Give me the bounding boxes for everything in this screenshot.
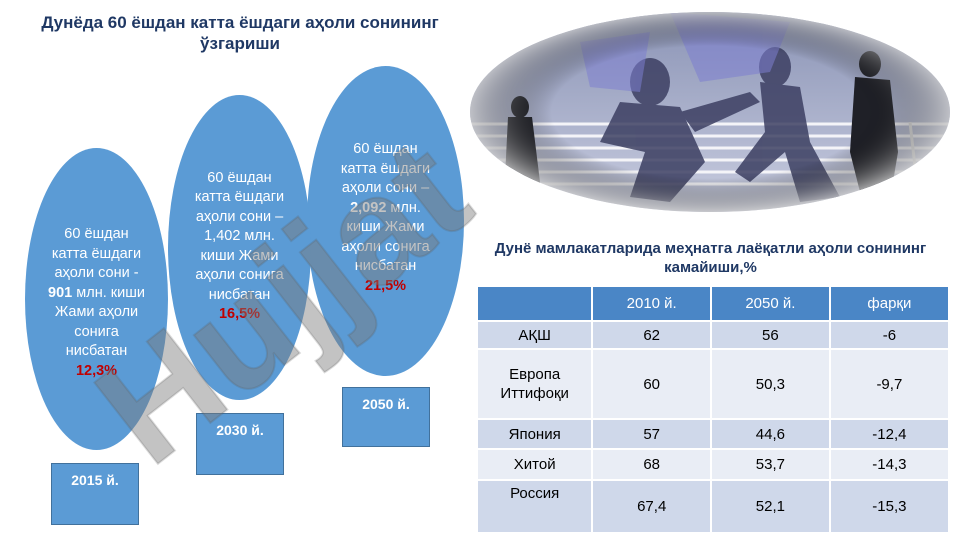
table-row: Хитой 68 53,7 -14,3 xyxy=(475,448,951,481)
oval-2050: 60 ёшдан катта ёшдаги аҳоли сони – 2,092… xyxy=(307,66,464,376)
cell-2010: 62 xyxy=(591,320,713,350)
cell-country: Европа Иттифоқи xyxy=(475,348,594,420)
header-difference: фарқи xyxy=(828,285,951,322)
oval-2050-text2: млн. киши Жами аҳоли сонига нисбатан xyxy=(341,199,430,275)
header-country xyxy=(475,285,594,322)
left-title: Дунёда 60 ёшдан катта ёшдаги аҳоли сонин… xyxy=(41,13,439,53)
year-box-2050: 2050 й. xyxy=(342,387,430,447)
table-row: АҚШ 62 56 -6 xyxy=(475,320,951,350)
header-2010: 2010 й. xyxy=(591,285,713,322)
year-box-2015: 2015 й. xyxy=(51,463,139,525)
cell-2010: 67,4 xyxy=(591,479,713,534)
oval-2030-text1: 60 ёшдан катта ёшдаги аҳоли сони – 1,402… xyxy=(194,169,285,303)
table-header-row: 2010 й. 2050 й. фарқи xyxy=(475,285,951,322)
cell-2050: 56 xyxy=(710,320,831,350)
cell-2050: 53,7 xyxy=(710,448,831,481)
cell-country: Россия xyxy=(475,479,594,534)
header-2050: 2050 й. xyxy=(710,285,831,322)
photo-illustration xyxy=(470,12,950,212)
oval-2030: 60 ёшдан катта ёшдаги аҳоли сони – 1,402… xyxy=(168,95,311,400)
oval-2015: 60 ёшдан катта ёшдаги аҳоли сони - 901 м… xyxy=(25,148,168,450)
oval-2015-percent: 12,3% xyxy=(75,362,118,379)
table-row: Европа Иттифоқи 60 50,3 -9,7 xyxy=(475,348,951,420)
elderly-shadow-photo xyxy=(470,12,950,212)
right-title: Дунё мамлакатларида меҳнатга лаёқатли аҳ… xyxy=(494,240,927,276)
year-box-2030: 2030 й. xyxy=(196,413,284,475)
table-row: Россия 67,4 52,1 -15,3 xyxy=(475,479,951,534)
cell-2050: 44,6 xyxy=(710,418,831,450)
oval-2030-percent: 16,5% xyxy=(218,306,261,322)
cell-difference: -12,4 xyxy=(828,418,951,450)
cell-difference: -14,3 xyxy=(828,448,951,481)
cell-difference: -6 xyxy=(828,320,951,350)
cell-country: Хитой xyxy=(475,448,594,481)
oval-2015-number: 901 xyxy=(48,284,73,301)
oval-2050-percent: 21,5% xyxy=(364,277,407,294)
cell-country: Япония xyxy=(475,418,594,450)
cell-2010: 60 xyxy=(591,348,713,420)
cell-2010: 68 xyxy=(591,448,713,481)
oval-2015-text1: 60 ёшдан катта ёшдаги аҳоли сони - xyxy=(51,226,142,281)
table-row: Япония 57 44,6 -12,4 xyxy=(475,418,951,450)
cell-2050: 50,3 xyxy=(710,348,831,420)
cell-2010: 57 xyxy=(591,418,713,450)
oval-2050-text1: 60 ёшдан катта ёшдаги аҳоли сони – xyxy=(340,141,431,196)
labor-population-table: 2010 й. 2050 й. фарқи АҚШ 62 56 -6 Европ… xyxy=(475,285,951,534)
oval-2015-text2: млн. киши Жами аҳоли сонига нисбатан xyxy=(54,284,145,360)
cell-country: АҚШ xyxy=(475,320,594,350)
cell-difference: -15,3 xyxy=(828,479,951,534)
cell-country-text: Европа Иттифоқи xyxy=(500,366,569,402)
cell-difference: -9,7 xyxy=(828,348,951,420)
cell-2050: 52,1 xyxy=(710,479,831,534)
oval-2050-number: 2,092 xyxy=(350,199,387,216)
